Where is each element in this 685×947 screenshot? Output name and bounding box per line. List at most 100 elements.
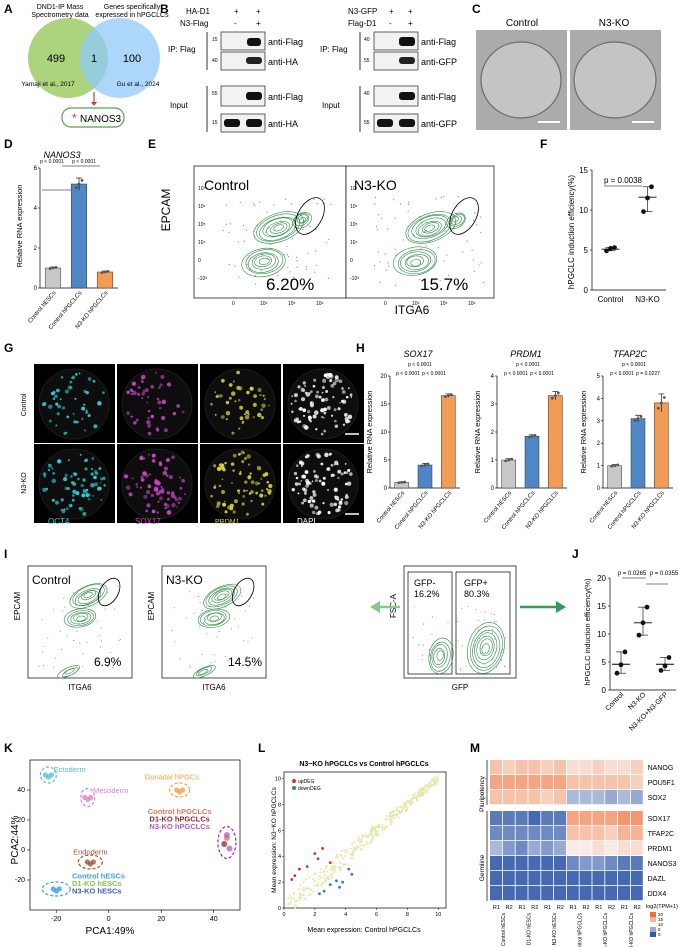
ma-gene-47 [389,823,392,826]
flow-e-n3ko-ytick-1: 10⁶ [350,204,358,210]
flow-e-control-pop3-ring-3 [298,217,306,223]
if-nucleus-r1-c3-29 [333,502,338,507]
chart-h3-dot-1-0 [633,419,637,422]
if-nucleus-r0-c1-38 [161,399,167,405]
ma-gene-322 [337,866,340,869]
pca-xtick-label-1: 0 [107,916,111,923]
if-nucleus-r0-c3-38 [294,399,297,403]
heatmap-sample-label-3: Control hPGCLCs [578,913,584,947]
if-nucleus-r1-c2-5 [239,470,242,473]
if-nucleus-r1-c2-65 [229,503,234,508]
if-nucleus-r0-c3-4 [290,402,293,405]
ma-legend-down: downDEG [298,786,321,792]
panel-label-c: C [472,2,481,16]
flow-e-control-ytick-1: 10⁶ [198,204,206,210]
pca-ytick-label-1: 0 [21,847,25,854]
chart-d-dot-0-0 [48,267,52,270]
if-nucleus-r1-c1-61 [166,458,170,462]
if-nucleus-r1-c3-68 [313,474,318,478]
heatmap-cell-0-1 [502,760,515,775]
if-nucleus-r0-c0-19 [87,414,91,418]
ma-up-7 [328,861,332,865]
chart-f-ylabel: hPGCLC induction efficiency(%) [567,175,576,289]
chart-h3-dot-1-2 [639,415,643,418]
if-nucleus-r1-c1-21 [164,506,167,510]
flow-i-n3ko-event-5 [171,630,173,632]
if-nucleus-r0-c1-2 [135,418,139,422]
heatmap-cell-3-10 [618,811,630,826]
flow-i-control-event-35 [96,620,98,622]
if-nucleus-r0-c3-49 [293,418,298,423]
pca-cluster-3 [77,854,103,870]
if-nucleus-r1-c3-70 [337,508,341,512]
if-nucleus-r1-c1-44 [140,475,144,479]
if-nucleus-r1-c0-61 [70,475,73,478]
flow-i-n3ko-event-30 [189,591,191,593]
ma-gene-126 [312,877,315,881]
chart-j-ytick-label-4: 20 [597,574,606,583]
flow-e-n3ko-ytick-2: 10⁵ [350,222,358,228]
flow-e-n3ko-event-15 [408,203,410,205]
if-nucleus-r1-c3-82 [324,452,329,458]
if-nucleus-r1-c2-38 [230,462,235,466]
if-nucleus-r0-c3-75 [296,420,300,424]
flow-e-n3ko-event-2 [399,203,402,205]
flow-i-n3ko-event-15 [244,610,246,612]
heatmap-row-label-4: TFAP2C [648,831,674,838]
if-nucleus-r0-c2-5 [225,410,231,416]
blot-right-band-3 [399,92,415,100]
if-nucleus-r0-c0-0 [93,424,98,429]
chart-d-title: NANOS3 [43,150,80,160]
heatmap-cell-4-2 [515,826,528,841]
if-nucleus-r1-c1-42 [159,463,163,467]
if-nucleus-r1-c2-13 [244,480,248,484]
heatmap-cell-6-8 [592,856,605,871]
blot-right-marker-2: 55 [364,58,370,64]
if-nucleus-r0-c0-35 [73,420,77,424]
chart-h3-ytick-label-2: 2 [597,441,601,447]
heatmap-cell-1-1 [502,775,515,790]
flow-e-n3ko-event-57 [413,234,415,236]
if-nucleus-r0-c1-40 [147,396,150,398]
flow-i-gfp-neg-ring-2 [431,644,448,668]
chart-j-pval-2: p = 0.0355 [650,571,679,577]
ma-gene-152 [297,896,301,899]
flow-i-n3ko-ylabel: EPCAM [147,591,156,620]
flow-i-n3ko-percent: 14.5% [228,655,262,669]
heatmap-cell-2-6 [566,790,579,805]
if-nucleus-r1-c1-68 [165,504,170,509]
flow-i-n3ko-xlabel: ITGA6 [202,683,226,692]
blot-left-antibody-3: anti-Flag [268,92,303,102]
heatmap-cell-3-11 [630,811,643,826]
if-nucleus-r0-c2-27 [237,399,241,402]
flow-i-control-percent: 6.9% [94,655,122,669]
ma-gene-151 [316,883,319,886]
ma-gene-318 [314,872,317,875]
flow-e-n3ko-event-51 [388,265,390,267]
ma-gene-278 [324,873,327,877]
chart-j-ylabel: hPGCLC induction efficiency(%) [583,578,592,685]
flow-i-gfp-event-35 [455,627,457,629]
heatmap-cell-1-0 [490,775,502,790]
heatmap-cell-2-10 [618,790,630,805]
if-nucleus-r1-c2-68 [259,493,264,498]
if-nucleus-r0-c2-42 [219,394,223,398]
flow-e-n3ko-xtick-2: 10⁵ [440,301,448,307]
blot-left-band-1 [247,38,261,46]
heatmap-rep-label-10: R1 [621,905,628,911]
ma-xtick-label-1: 2 [313,912,316,918]
if-nucleus-r1-c1-15 [171,455,175,460]
if-nucleus-r1-c0-21 [55,500,59,505]
ma-ytick-label-0: 0 [278,906,281,912]
ma-gene-332 [333,867,337,871]
flow-e-n3ko-pop1-ring-3 [415,217,446,238]
venn-set2 [80,18,160,98]
heatmap-cell-8-9 [605,886,618,901]
if-nucleus-r1-c3-16 [304,470,309,474]
heatmap-cell-3-4 [541,811,554,826]
ma-gene-130 [415,799,418,802]
if-nucleus-r1-c2-42 [266,480,270,484]
flow-i-gfp-event-36 [501,659,503,661]
flow-e-n3ko-event-8 [376,229,379,231]
